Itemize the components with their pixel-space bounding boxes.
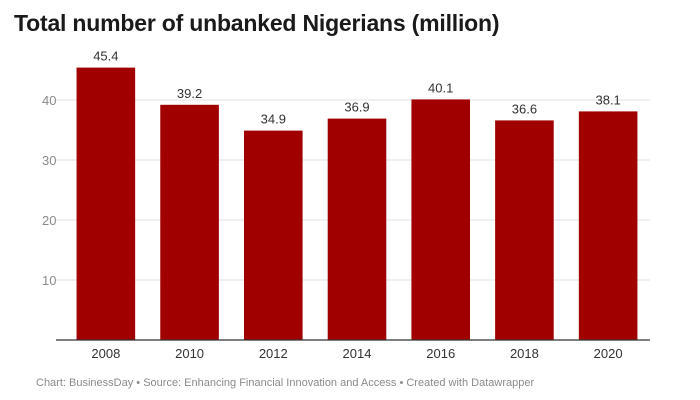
x-tick-label: 2012 [259,346,288,361]
bars [76,67,638,341]
bar [495,120,554,341]
bar [578,111,638,341]
y-tick-labels: 10 20 30 40 [42,93,56,288]
bar-chart: 45.4 39.2 34.9 36.9 40.1 36.6 38.1 10 20 30 40 20… [42,49,650,361]
bar [76,67,136,340]
x-tick-label: 2014 [343,346,372,361]
x-tick-label: 2020 [594,346,623,361]
y-tick-label: 30 [42,153,56,168]
bar [243,130,303,340]
footer-source: Source: Enhancing Financial Innovation a… [143,377,397,389]
value-label: 38.1 [595,92,620,107]
x-tick-label: 2016 [426,346,455,361]
value-label: 36.6 [512,101,537,116]
value-label: 39.2 [177,86,202,101]
chart-title: Total number of unbanked Nigerians (mill… [14,10,500,36]
value-label: 40.1 [428,80,453,95]
y-tick-label: 10 [42,273,56,288]
y-tick-label: 20 [42,213,56,228]
footer-chart-credit: Chart: BusinessDay [36,377,134,389]
x-tick-label: 2008 [91,346,120,361]
value-label: 36.9 [344,100,369,115]
x-tick-label: 2018 [510,346,539,361]
footer-separator: • [399,377,404,389]
x-tick-labels: 2008 2010 2012 2014 2016 2018 2020 [91,346,622,361]
x-tick-label: 2010 [175,346,204,361]
bar [160,104,219,340]
footer-separator: • [136,377,141,389]
y-tick-label: 40 [42,93,56,108]
chart-footer: Chart: BusinessDay • Source: Enhancing F… [36,377,534,389]
bar [411,99,471,341]
footer-created-with: Created with Datawrapper [406,377,535,389]
bar [327,118,387,340]
value-label: 45.4 [93,49,118,64]
value-labels: 45.4 39.2 34.9 36.9 40.1 36.6 38.1 [93,49,621,127]
value-label: 34.9 [261,112,286,127]
